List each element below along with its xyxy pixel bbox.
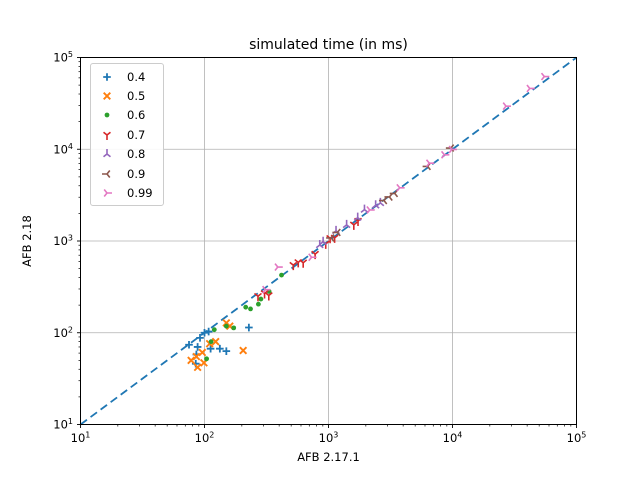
scatter-point [360, 204, 369, 214]
scatter-point [200, 328, 209, 337]
y-tick-label: 105 [53, 50, 73, 65]
scatter-point [204, 356, 210, 362]
legend-label: 0.5 [127, 89, 146, 104]
scatter-point [248, 306, 253, 312]
scatter-point [279, 272, 284, 278]
scatter-point [103, 149, 111, 158]
series-0.6 [204, 272, 284, 362]
scatter-point [103, 131, 111, 140]
scatter-point [299, 259, 308, 268]
x-marker-icon [103, 92, 111, 101]
scatter-point [353, 212, 362, 222]
scatter-point [102, 169, 111, 178]
legend-label: 0.6 [127, 108, 146, 123]
y-tick-label: 103 [53, 234, 73, 249]
legend-item-0.5: 0.5 [91, 86, 163, 105]
reference-line [79, 56, 578, 426]
scatter-point [262, 285, 271, 294]
point-marker-icon [104, 113, 110, 118]
legend-item-0.4: 0.4 [91, 67, 163, 86]
scatter-point [231, 325, 237, 331]
series-0.99 [262, 72, 550, 294]
scatter-point [103, 92, 111, 101]
tri_down-marker-icon [103, 131, 111, 140]
scatter-point [198, 348, 207, 357]
tri_up-marker-icon [103, 149, 111, 158]
scatter-point [308, 253, 317, 262]
x-tick-label: 104 [443, 431, 463, 446]
scatter-point [349, 221, 358, 230]
scatter-point [425, 159, 435, 168]
scatter-point [326, 233, 335, 242]
scatter-point [192, 352, 201, 361]
scatter-point [448, 145, 457, 154]
scatter-point [502, 102, 511, 111]
series-0.5 [187, 318, 248, 372]
scatter-point [103, 189, 112, 198]
scatter-point [211, 337, 220, 346]
legend: 0.4 0.5 0.6 0.7 0.8 0.9 0.99 [90, 63, 164, 206]
scatter-point [540, 72, 550, 81]
scatter-point [245, 323, 253, 332]
scatter-point [342, 219, 351, 229]
scatter-point [208, 339, 214, 345]
series-0.4 [185, 323, 253, 368]
x-tick-label: 105 [567, 431, 587, 446]
scatter-point [223, 323, 229, 329]
scatter-point [264, 292, 273, 301]
legend-item-0.9: 0.9 [91, 164, 163, 183]
plus-marker-icon [103, 72, 111, 81]
legend-item-0.6: 0.6 [91, 106, 163, 125]
scatter-point [216, 344, 224, 353]
scatter-point [104, 113, 110, 118]
scatter-point [193, 343, 202, 351]
legend-item-0.8: 0.8 [91, 145, 163, 164]
legend-item-0.7: 0.7 [91, 125, 163, 144]
scatter-point [103, 72, 111, 81]
scatter-point [211, 327, 217, 333]
scatter-point [274, 263, 283, 272]
legend-label: 0.8 [127, 147, 146, 162]
legend-label: 0.4 [127, 69, 146, 84]
scatter-point [206, 344, 215, 353]
scatter-point [185, 340, 193, 349]
scatter-point [258, 296, 264, 302]
tri_left-marker-icon [102, 169, 111, 178]
y-tick-label: 101 [53, 417, 73, 432]
x-tick-label: 103 [319, 431, 339, 446]
scatter-point [289, 261, 298, 271]
scatter-point [196, 334, 204, 342]
y-axis-label-text: AFB 2.18 [20, 215, 34, 267]
scatter-point [243, 304, 249, 310]
scatter-point [332, 228, 341, 237]
scatter-point [222, 347, 231, 355]
scatter-point [239, 346, 248, 355]
y-tick-label: 102 [53, 325, 73, 340]
x-tick-label: 101 [71, 431, 91, 446]
series-0.8 [315, 197, 385, 249]
scatter-point [366, 205, 375, 214]
scatter-point [187, 356, 196, 365]
series-0.7 [254, 217, 362, 302]
tri_right-marker-icon [103, 189, 112, 198]
legend-item-0.99: 0.99 [91, 183, 163, 202]
chart-title: simulated time (in ms) [249, 37, 408, 53]
scatter-point [255, 301, 261, 307]
legend-label: 0.9 [127, 166, 146, 181]
y-tick-label: 104 [53, 142, 73, 157]
legend-label: 0.7 [127, 127, 146, 142]
x-tick-label: 102 [195, 431, 215, 446]
legend-label: 0.99 [127, 186, 153, 201]
scatter-point [254, 292, 262, 302]
scatter-point [396, 183, 405, 192]
scatter-point [319, 236, 328, 246]
scatter-point [440, 150, 450, 159]
scatter-point [371, 200, 380, 209]
scatter-point [204, 327, 213, 336]
x-axis-label: AFB 2.17.1 [297, 450, 360, 464]
scatter-point [193, 363, 202, 372]
scatter-point [526, 84, 535, 93]
